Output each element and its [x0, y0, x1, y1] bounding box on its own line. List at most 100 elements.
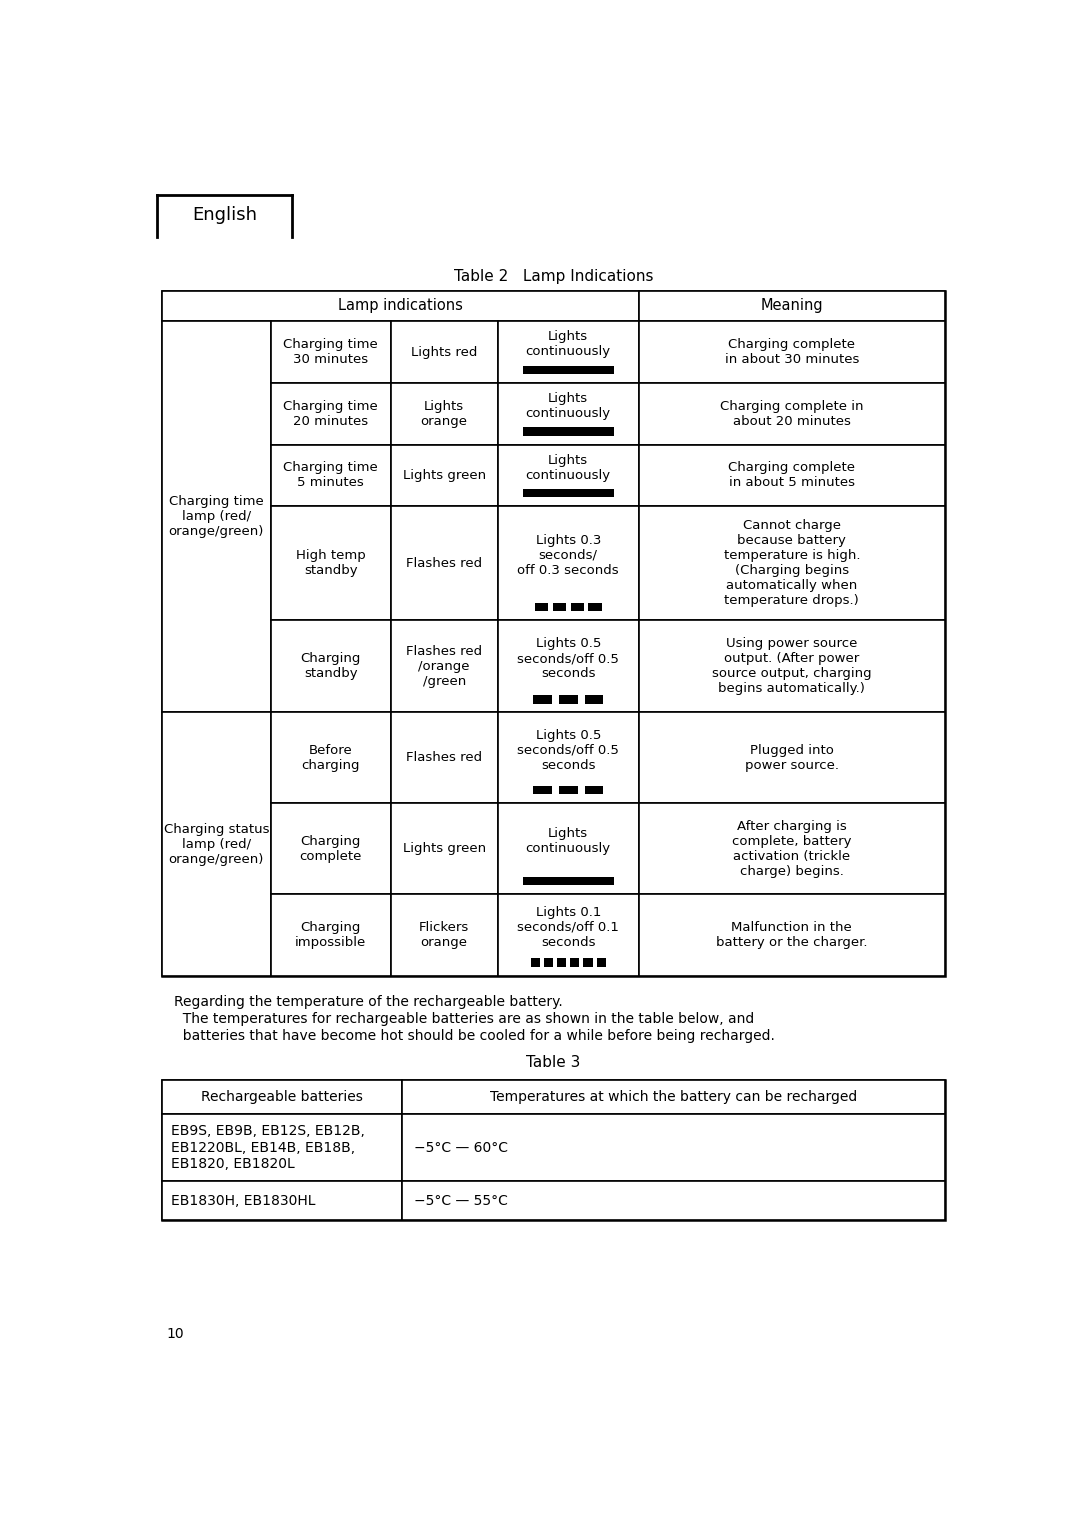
- Text: Lights 0.5
seconds/off 0.5
seconds: Lights 0.5 seconds/off 0.5 seconds: [517, 638, 619, 680]
- Bar: [559, 696, 578, 703]
- Text: Charging
impossible: Charging impossible: [295, 920, 366, 950]
- Text: Flashes red
/orange
/green: Flashes red /orange /green: [406, 645, 483, 688]
- Text: Charging complete in
about 20 minutes: Charging complete in about 20 minutes: [720, 399, 864, 428]
- Bar: [523, 427, 613, 436]
- Bar: [162, 291, 945, 976]
- Text: Charging status
lamp (red/
orange/green): Charging status lamp (red/ orange/green): [164, 823, 269, 865]
- Bar: [403, 1079, 945, 1113]
- Bar: [559, 786, 578, 795]
- Text: −5°C — 60°C: −5°C — 60°C: [414, 1141, 508, 1154]
- Bar: [638, 803, 945, 894]
- Text: Table 2   Lamp Indications: Table 2 Lamp Indications: [454, 269, 653, 284]
- Bar: [271, 506, 391, 621]
- Text: Charging time
lamp (red/
orange/green): Charging time lamp (red/ orange/green): [168, 495, 265, 538]
- Bar: [391, 803, 498, 894]
- Bar: [638, 291, 945, 321]
- Text: EB9S, EB9B, EB12S, EB12B,
EB1220BL, EB14B, EB18B,
EB1820, EB1820L: EB9S, EB9B, EB12S, EB12B, EB1220BL, EB14…: [172, 1124, 365, 1171]
- Bar: [391, 321, 498, 382]
- Bar: [162, 1079, 945, 1220]
- Text: EB1830H, EB1830HL: EB1830H, EB1830HL: [172, 1194, 316, 1208]
- Text: Lights
continuously: Lights continuously: [526, 454, 611, 482]
- Text: Malfunction in the
battery or the charger.: Malfunction in the battery or the charge…: [716, 920, 867, 950]
- Bar: [391, 382, 498, 445]
- Bar: [498, 621, 638, 713]
- Bar: [498, 506, 638, 621]
- Bar: [553, 602, 566, 612]
- Bar: [589, 602, 602, 612]
- Text: Table 3: Table 3: [526, 1055, 581, 1070]
- Bar: [403, 1182, 945, 1220]
- Bar: [271, 713, 391, 803]
- Bar: [557, 959, 566, 966]
- Bar: [498, 445, 638, 506]
- Bar: [498, 713, 638, 803]
- Text: The temperatures for rechargeable batteries are as shown in the table below, and: The temperatures for rechargeable batter…: [174, 1012, 754, 1026]
- Bar: [391, 894, 498, 976]
- Text: Charging complete
in about 5 minutes: Charging complete in about 5 minutes: [728, 462, 855, 489]
- Text: Using power source
output. (After power
source output, charging
begins automatic: Using power source output. (After power …: [712, 638, 872, 696]
- Bar: [162, 1113, 403, 1182]
- Text: Flickers
orange: Flickers orange: [419, 920, 470, 950]
- Text: −5°C — 55°C: −5°C — 55°C: [414, 1194, 508, 1208]
- Bar: [271, 621, 391, 713]
- Bar: [570, 959, 580, 966]
- Bar: [498, 321, 638, 382]
- Text: Lights 0.3
seconds/
off 0.3 seconds: Lights 0.3 seconds/ off 0.3 seconds: [517, 534, 619, 576]
- Bar: [391, 506, 498, 621]
- Bar: [523, 365, 613, 375]
- Bar: [535, 602, 548, 612]
- Bar: [534, 786, 552, 795]
- Bar: [271, 321, 391, 382]
- Text: Flashes red: Flashes red: [406, 557, 483, 570]
- Text: batteries that have become hot should be cooled for a while before being recharg: batteries that have become hot should be…: [174, 1029, 774, 1043]
- Bar: [523, 876, 613, 885]
- Bar: [162, 1079, 403, 1113]
- Bar: [596, 959, 606, 966]
- Text: Charging time
5 minutes: Charging time 5 minutes: [283, 462, 378, 489]
- Bar: [391, 445, 498, 506]
- Bar: [638, 382, 945, 445]
- Text: Temperatures at which the battery can be recharged: Temperatures at which the battery can be…: [490, 1090, 858, 1104]
- Bar: [162, 1182, 403, 1220]
- Text: Charging time
30 minutes: Charging time 30 minutes: [283, 338, 378, 365]
- Bar: [583, 959, 593, 966]
- Bar: [530, 959, 540, 966]
- Bar: [544, 959, 553, 966]
- Text: Lights green: Lights green: [403, 469, 486, 482]
- Text: Charging time
20 minutes: Charging time 20 minutes: [283, 399, 378, 428]
- Bar: [498, 803, 638, 894]
- Bar: [638, 621, 945, 713]
- Bar: [271, 803, 391, 894]
- Bar: [638, 445, 945, 506]
- Bar: [271, 894, 391, 976]
- Text: Rechargeable batteries: Rechargeable batteries: [201, 1090, 363, 1104]
- Text: Lamp indications: Lamp indications: [338, 298, 463, 313]
- Text: Meaning: Meaning: [760, 298, 823, 313]
- Bar: [638, 713, 945, 803]
- Text: Regarding the temperature of the rechargeable battery.: Regarding the temperature of the recharg…: [174, 995, 563, 1009]
- Bar: [570, 602, 583, 612]
- Bar: [638, 894, 945, 976]
- Text: Charging
standby: Charging standby: [300, 653, 361, 680]
- Text: Charging complete
in about 30 minutes: Charging complete in about 30 minutes: [725, 338, 859, 365]
- Text: Cannot charge
because battery
temperature is high.
(Charging begins
automaticall: Cannot charge because battery temperatur…: [724, 518, 860, 607]
- Bar: [162, 713, 271, 976]
- Bar: [498, 894, 638, 976]
- Text: English: English: [192, 206, 257, 225]
- Bar: [162, 291, 638, 321]
- Bar: [523, 489, 613, 497]
- Bar: [638, 506, 945, 621]
- Text: Before
charging: Before charging: [301, 745, 360, 772]
- Bar: [498, 382, 638, 445]
- Text: After charging is
complete, battery
activation (trickle
charge) begins.: After charging is complete, battery acti…: [732, 820, 851, 878]
- Text: Flashes red: Flashes red: [406, 751, 483, 764]
- Bar: [638, 321, 945, 382]
- Bar: [584, 786, 603, 795]
- Bar: [534, 696, 552, 703]
- Text: Lights
orange: Lights orange: [421, 399, 468, 428]
- Text: Lights 0.5
seconds/off 0.5
seconds: Lights 0.5 seconds/off 0.5 seconds: [517, 729, 619, 772]
- Text: Charging
complete: Charging complete: [299, 835, 362, 862]
- Text: High temp
standby: High temp standby: [296, 549, 365, 576]
- Bar: [584, 696, 603, 703]
- Text: Lights
continuously: Lights continuously: [526, 827, 611, 855]
